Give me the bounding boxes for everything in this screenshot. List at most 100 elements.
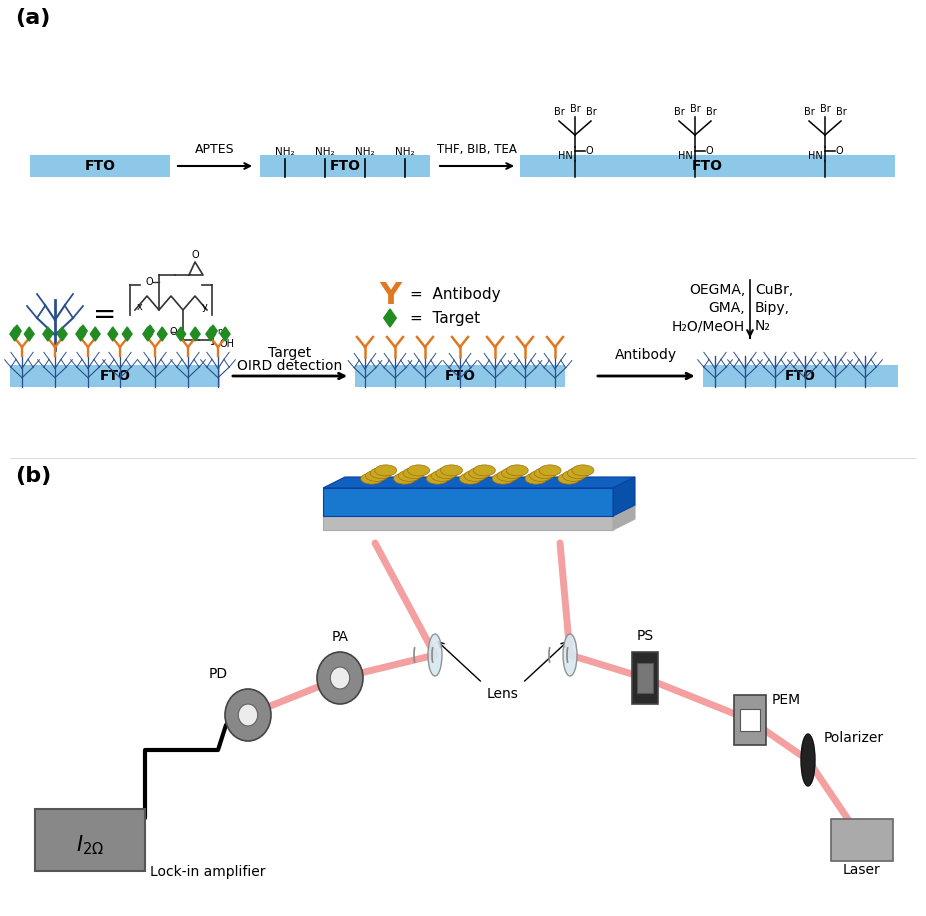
Ellipse shape <box>317 652 363 704</box>
Polygon shape <box>220 327 230 341</box>
Ellipse shape <box>403 468 425 479</box>
Text: Laser: Laser <box>844 863 881 877</box>
Ellipse shape <box>534 468 557 479</box>
Ellipse shape <box>225 689 271 741</box>
Ellipse shape <box>436 468 457 479</box>
Polygon shape <box>57 327 67 341</box>
Text: OEGMA,: OEGMA, <box>689 283 745 297</box>
Text: HN: HN <box>558 151 573 161</box>
Text: Br: Br <box>820 104 831 114</box>
Text: PS: PS <box>636 629 654 643</box>
Text: =  Antibody: = Antibody <box>410 288 501 302</box>
Bar <box>260 155 430 177</box>
Text: FTO: FTO <box>330 159 360 173</box>
Ellipse shape <box>398 471 420 482</box>
Text: GMA,: GMA, <box>708 301 745 315</box>
Bar <box>519 155 895 177</box>
Text: Lens: Lens <box>486 687 519 701</box>
Text: Antibody: Antibody <box>615 348 677 362</box>
Text: Polarizer: Polarizer <box>824 731 884 745</box>
Text: APTES: APTES <box>195 143 235 156</box>
Polygon shape <box>13 325 21 337</box>
Text: Br: Br <box>585 107 596 117</box>
Text: HN: HN <box>808 151 823 161</box>
Bar <box>30 155 170 177</box>
Text: NH₂: NH₂ <box>356 147 375 157</box>
Text: Lock-in amplifier: Lock-in amplifier <box>150 865 266 879</box>
Bar <box>703 365 897 387</box>
Polygon shape <box>143 327 153 341</box>
Text: y: y <box>202 302 207 312</box>
Ellipse shape <box>370 468 392 479</box>
Ellipse shape <box>238 704 257 725</box>
Text: FTO: FTO <box>444 369 475 383</box>
Polygon shape <box>108 327 118 341</box>
Polygon shape <box>383 309 396 327</box>
Bar <box>734 695 766 745</box>
Ellipse shape <box>473 465 495 476</box>
Polygon shape <box>43 327 53 341</box>
Polygon shape <box>145 325 155 337</box>
Polygon shape <box>91 327 100 341</box>
Ellipse shape <box>366 471 387 482</box>
Ellipse shape <box>459 474 482 485</box>
Polygon shape <box>323 477 635 488</box>
Text: (b): (b) <box>15 466 51 486</box>
Polygon shape <box>206 327 216 341</box>
Ellipse shape <box>563 471 584 482</box>
Ellipse shape <box>427 474 448 485</box>
Text: (a): (a) <box>15 8 50 28</box>
Text: ]: ] <box>210 333 215 346</box>
Text: =  Target: = Target <box>410 311 480 325</box>
Polygon shape <box>176 327 186 341</box>
Bar <box>355 365 565 387</box>
Text: HN: HN <box>678 151 693 161</box>
Text: FTO: FTO <box>784 369 816 383</box>
Ellipse shape <box>441 465 462 476</box>
Ellipse shape <box>563 634 577 676</box>
Text: Br: Br <box>569 104 581 114</box>
Text: =: = <box>94 301 117 329</box>
Text: O: O <box>586 146 594 156</box>
Text: Y: Y <box>379 280 401 310</box>
Ellipse shape <box>530 471 552 482</box>
Text: FTO: FTO <box>84 159 116 173</box>
Text: Br: Br <box>706 107 717 117</box>
Text: O: O <box>706 146 714 156</box>
Text: n: n <box>217 327 222 336</box>
Text: PD: PD <box>208 667 228 681</box>
Text: x: x <box>137 302 143 312</box>
Ellipse shape <box>464 471 486 482</box>
Ellipse shape <box>428 634 442 676</box>
Text: OH: OH <box>219 339 234 349</box>
Ellipse shape <box>507 465 528 476</box>
Text: Br: Br <box>673 107 684 117</box>
Ellipse shape <box>525 474 547 485</box>
Polygon shape <box>24 327 34 341</box>
Ellipse shape <box>572 465 594 476</box>
Polygon shape <box>208 325 218 337</box>
Polygon shape <box>323 505 635 516</box>
Ellipse shape <box>361 474 382 485</box>
Polygon shape <box>323 488 613 516</box>
Text: Br: Br <box>554 107 564 117</box>
Polygon shape <box>157 327 167 341</box>
Ellipse shape <box>557 474 580 485</box>
Text: $\it{I}_{2\Omega}$: $\it{I}_{2\Omega}$ <box>76 834 104 856</box>
Text: FTO: FTO <box>99 369 131 383</box>
Polygon shape <box>323 516 613 530</box>
Polygon shape <box>10 327 19 341</box>
Ellipse shape <box>394 474 416 485</box>
Ellipse shape <box>432 471 453 482</box>
Polygon shape <box>613 477 635 516</box>
Text: H₂O/MeOH: H₂O/MeOH <box>672 319 745 333</box>
Ellipse shape <box>331 667 350 689</box>
Ellipse shape <box>375 465 397 476</box>
Polygon shape <box>191 327 200 341</box>
Text: O: O <box>191 250 199 260</box>
Bar <box>740 709 760 731</box>
Ellipse shape <box>801 734 815 786</box>
Polygon shape <box>122 327 132 341</box>
Text: PEM: PEM <box>772 693 801 707</box>
Bar <box>831 819 893 861</box>
